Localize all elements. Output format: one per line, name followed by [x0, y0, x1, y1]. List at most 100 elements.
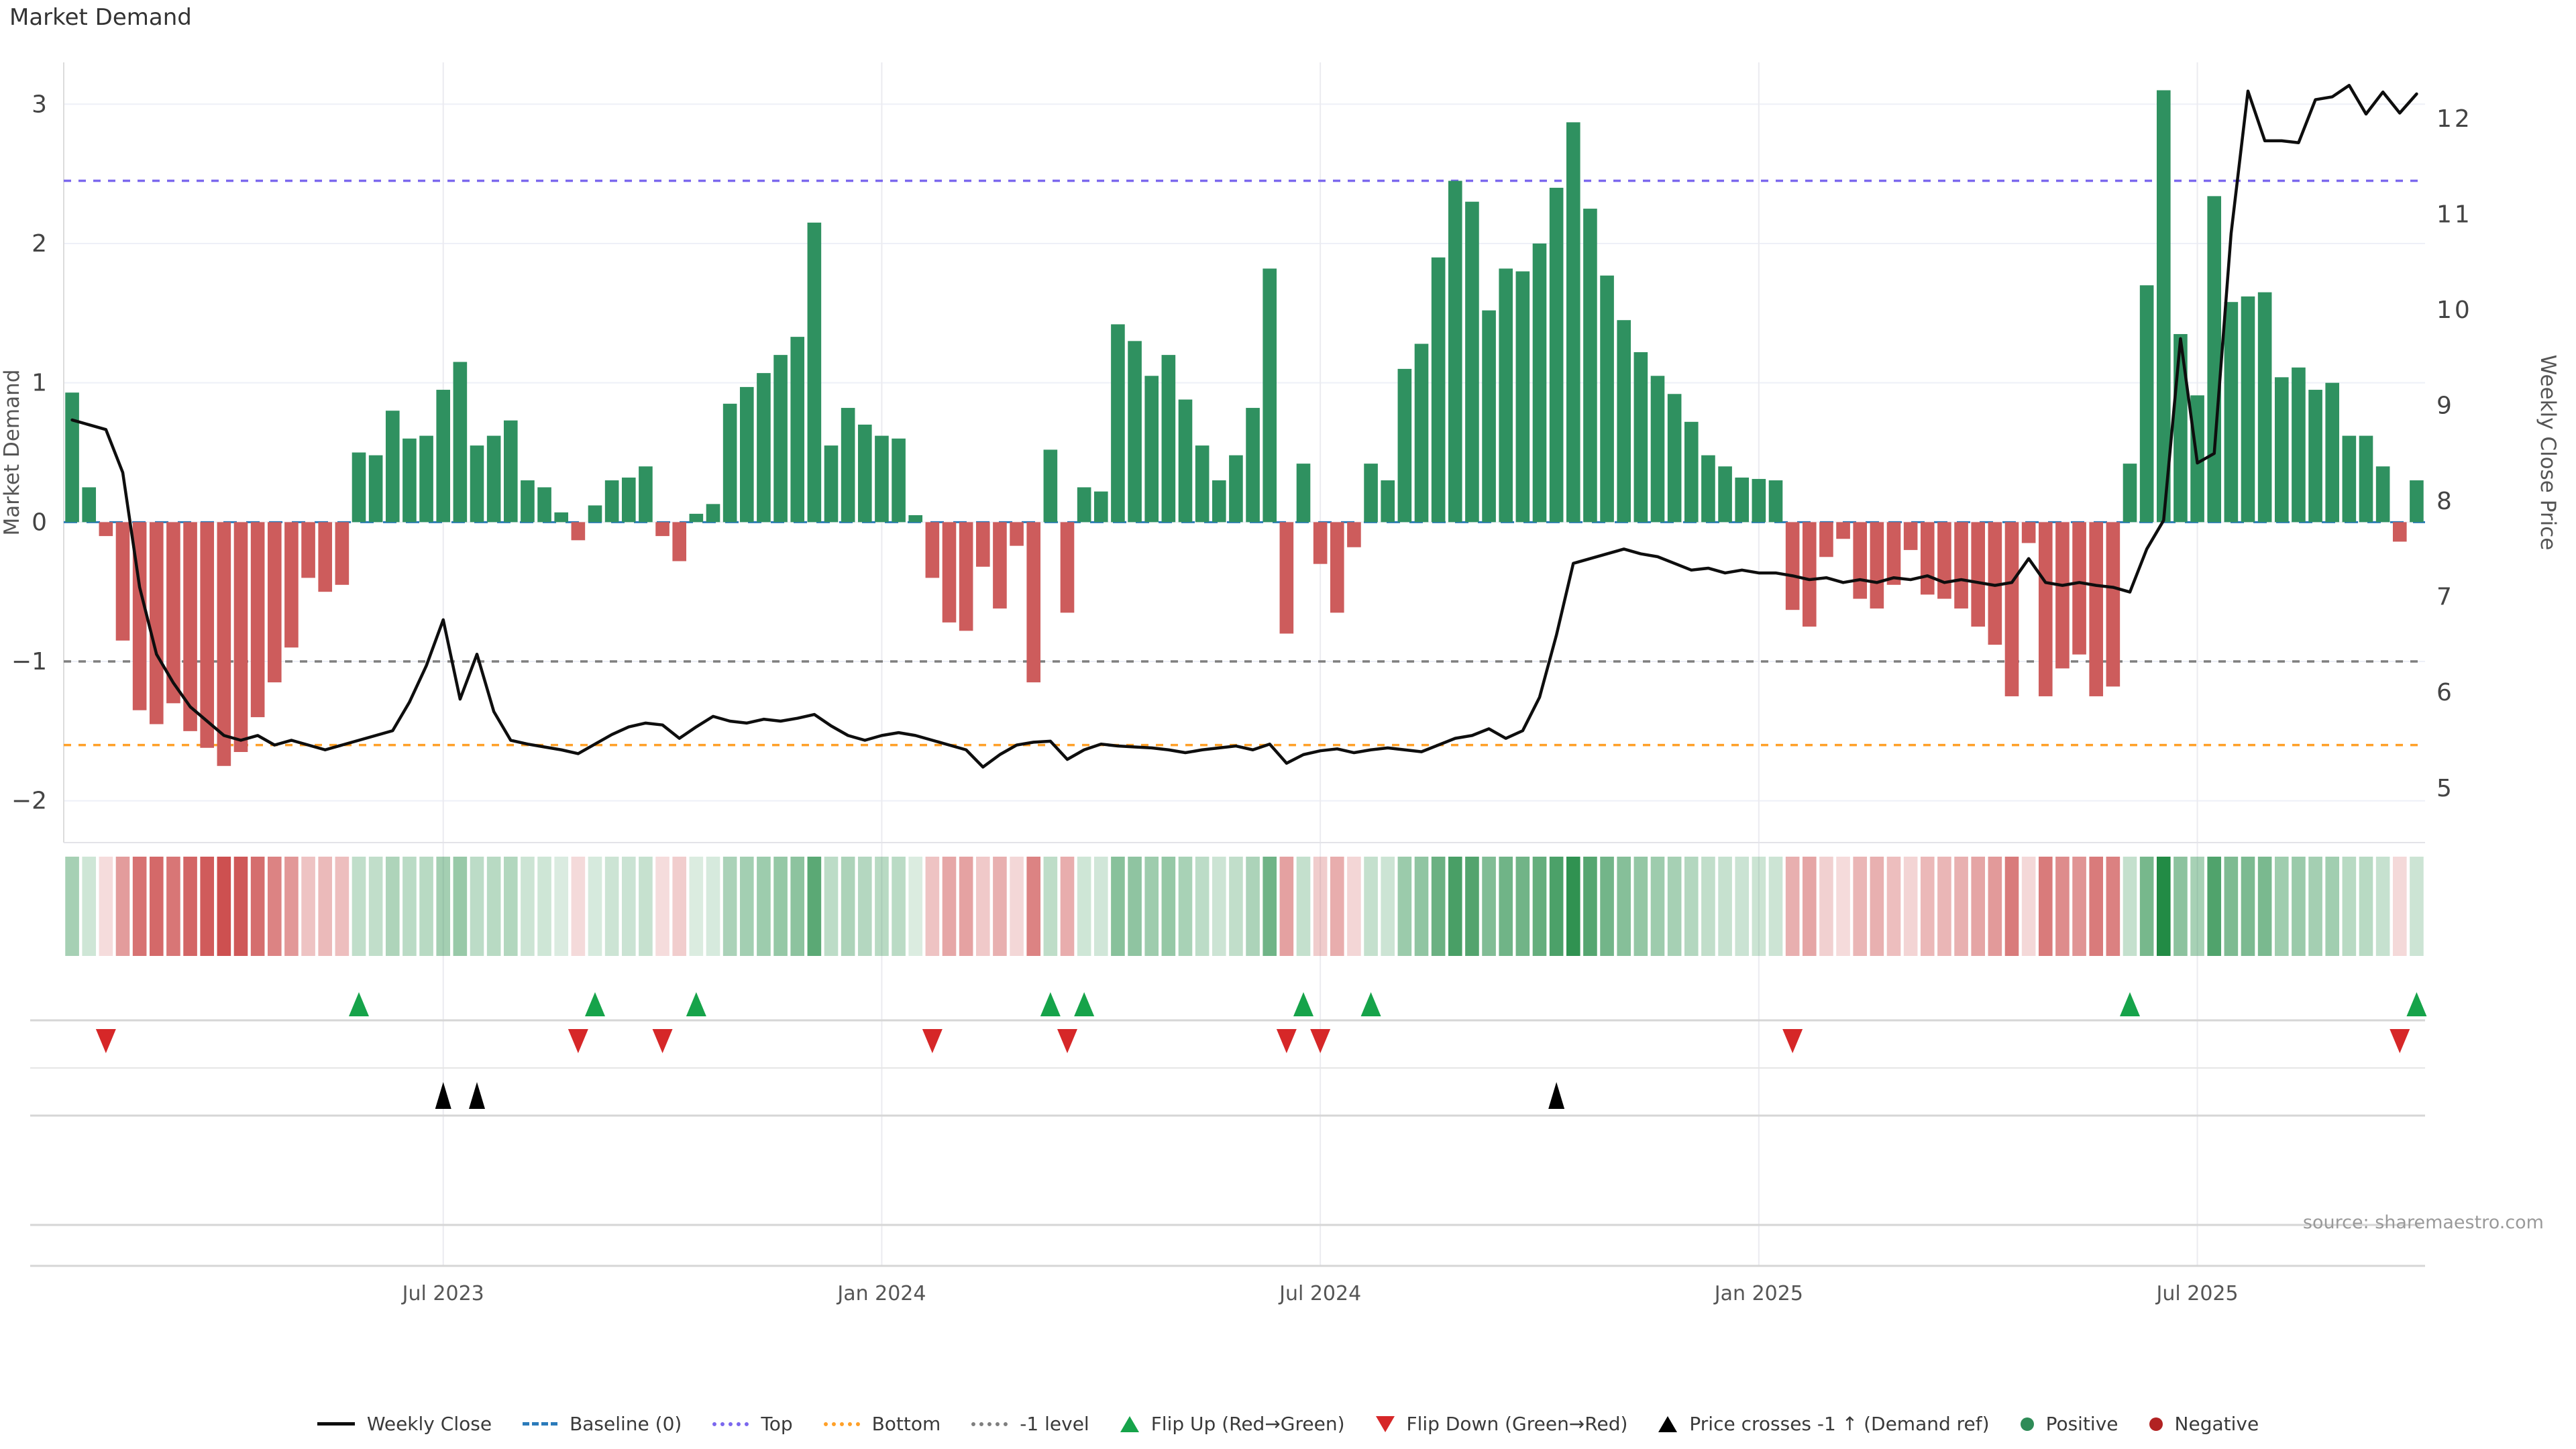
heatmap-cell — [1128, 857, 1142, 956]
heatmap-cell — [183, 857, 197, 956]
demand-bar — [689, 513, 704, 523]
heatmap-cell — [1701, 857, 1715, 956]
heatmap-cell — [2072, 857, 2086, 956]
right-axis-tick: 8 — [2436, 488, 2455, 515]
demand-bar — [2224, 302, 2239, 523]
left-axis-label: Market Demand — [0, 370, 24, 536]
demand-bar — [453, 362, 468, 523]
demand-bar — [2274, 377, 2289, 523]
heatmap-cell — [1735, 857, 1750, 956]
right-axis-tick: 6 — [2436, 679, 2455, 706]
heatmap-cell — [875, 857, 889, 956]
price-cross-triangle-icon — [1658, 1415, 1678, 1432]
heatmap-cell — [99, 857, 113, 956]
heatmap-cell — [1853, 857, 1868, 956]
heatmap-cell — [1043, 857, 1058, 956]
demand-bar — [149, 522, 164, 724]
flip-down-marker — [2390, 1029, 2410, 1053]
demand-bar — [115, 522, 130, 641]
demand-bar — [1482, 310, 1496, 523]
demand-bar — [1600, 275, 1614, 523]
demand-bar — [672, 522, 687, 561]
heatmap-cell — [925, 857, 940, 956]
demand-bar — [1212, 480, 1226, 523]
heatmap-cell — [436, 857, 451, 956]
heatmap-cell — [368, 857, 383, 956]
heatmap-cell — [2375, 857, 2390, 956]
heatmap-cell — [1414, 857, 1429, 956]
heatmap-cell — [790, 857, 805, 956]
heatmap-cell — [1397, 857, 1412, 956]
demand-bar — [908, 515, 923, 523]
demand-bar — [2004, 522, 2019, 696]
heatmap-cell — [2410, 857, 2424, 956]
demand-bar — [1836, 522, 1850, 539]
legend-item-flip-down: Flip Down (Green→Red) — [1375, 1413, 1627, 1435]
heatmap-cell — [1431, 857, 1446, 956]
flip-down-marker — [1057, 1029, 1077, 1053]
heatmap-cell — [1093, 857, 1108, 956]
heatmap-cell — [503, 857, 518, 956]
flip-down-marker — [1310, 1029, 1331, 1053]
demand-bar — [1347, 522, 1361, 547]
left-axis-tick: 1 — [32, 370, 47, 397]
heatmap-cell — [571, 857, 586, 956]
heatmap-cell — [149, 857, 164, 956]
demand-bar — [875, 435, 889, 523]
heatmap-cell — [1246, 857, 1260, 956]
flip-down-marker — [95, 1029, 116, 1053]
heatmap-cell — [1971, 857, 1986, 956]
price-cross-marker — [1548, 1082, 1565, 1109]
heatmap-cell — [233, 857, 248, 956]
heatmap-cell — [1617, 857, 1631, 956]
heatmap-cell — [1212, 857, 1226, 956]
demand-bar — [1701, 455, 1715, 523]
flip-down-marker — [922, 1029, 943, 1053]
heatmap-cell — [1886, 857, 1901, 956]
demand-bar — [841, 408, 855, 523]
heatmap-cell — [1010, 857, 1024, 956]
demand-bar — [1010, 522, 1024, 546]
heatmap-cell — [419, 857, 433, 956]
flip-up-triangle-icon — [1120, 1415, 1139, 1432]
heatmap-cell — [2292, 857, 2306, 956]
demand-bar — [2139, 285, 2154, 523]
heatmap-cell — [2156, 857, 2171, 956]
weekly-close-line — [70, 83, 2418, 769]
demand-bar — [1161, 355, 1176, 523]
demand-bar — [2410, 480, 2424, 523]
heatmap-cell — [1937, 857, 1951, 956]
heatmap-cell — [1819, 857, 1833, 956]
heatmap-cell — [1229, 857, 1243, 956]
demand-bar — [1195, 445, 1210, 523]
heatmap-cell — [1718, 857, 1732, 956]
demand-bar — [183, 522, 197, 731]
legend-item-weekly-close: Weekly Close — [317, 1413, 492, 1435]
demand-bar — [2392, 522, 2407, 542]
heatmap-cell — [1785, 857, 1800, 956]
heatmap-cell — [2257, 857, 2272, 956]
heatmap-cell — [1296, 857, 1311, 956]
demand-bar — [2174, 333, 2188, 523]
heatmap-cell — [1161, 857, 1176, 956]
source-text: source: sharemaestro.com — [2303, 1212, 2544, 1233]
heatmap-cell — [621, 857, 636, 956]
heatmap-cell — [2342, 857, 2357, 956]
demand-bar — [385, 411, 400, 523]
heatmap-cell — [453, 857, 468, 956]
market-demand-chart: 3 2 1 0 −1 −2 12 11 10 9 8 7 6 5 Jul 2023 Jan 2024 Jul 2… — [0, 62, 2560, 1305]
heatmap-cell — [857, 857, 872, 956]
demand-bar — [1026, 522, 1041, 683]
flip-down-marker — [568, 1029, 588, 1053]
flip-up-marker — [585, 992, 605, 1016]
heatmap-cell — [82, 857, 97, 956]
heatmap-cell — [2106, 857, 2121, 956]
demand-bar — [942, 522, 957, 623]
demand-bar — [1633, 352, 1648, 523]
heatmap-cell — [1448, 857, 1462, 956]
left-axis-tick: 0 — [32, 508, 47, 536]
demand-bar — [1246, 408, 1260, 523]
heatmap-cell — [301, 857, 315, 956]
demand-bar — [739, 386, 754, 523]
heatmap-cell — [2021, 857, 2036, 956]
